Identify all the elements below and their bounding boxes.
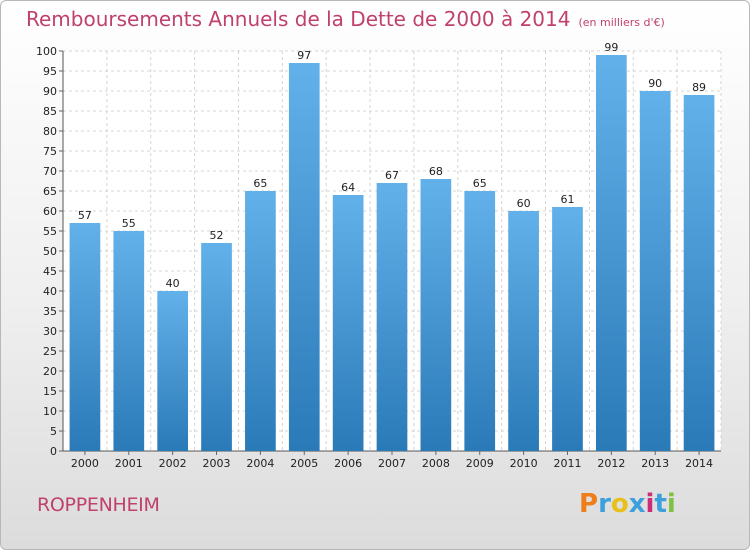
bar-2008 xyxy=(420,179,452,451)
data-label-2012: 99 xyxy=(604,41,618,54)
data-label-2001: 55 xyxy=(122,217,136,230)
x-tick-label-2008: 2008 xyxy=(422,457,450,470)
y-tick-label: 65 xyxy=(43,185,57,198)
x-tick-label-2000: 2000 xyxy=(71,457,99,470)
x-tick-label-2010: 2010 xyxy=(510,457,538,470)
bar-2000 xyxy=(69,223,101,451)
y-tick-label: 100 xyxy=(36,45,57,58)
data-label-2010: 60 xyxy=(517,197,531,210)
data-label-2008: 68 xyxy=(429,165,443,178)
logo-letter: x xyxy=(628,489,646,519)
chart-unit: (en milliers d'€) xyxy=(578,16,665,29)
y-tick-label: 70 xyxy=(43,165,57,178)
y-tick-label: 0 xyxy=(50,445,57,458)
y-tick-label: 5 xyxy=(50,425,57,438)
x-tick-label-2012: 2012 xyxy=(597,457,625,470)
bar-2003 xyxy=(201,243,232,451)
logo-letter: t xyxy=(654,489,667,519)
logo-letter: i xyxy=(645,489,655,519)
data-label-2005: 97 xyxy=(297,49,311,62)
y-tick-label: 90 xyxy=(43,85,57,98)
logo-letter: o xyxy=(610,489,629,519)
y-tick-label: 45 xyxy=(43,265,57,278)
bar-2010 xyxy=(508,211,539,451)
x-tick-label-2001: 2001 xyxy=(115,457,143,470)
data-label-2007: 67 xyxy=(385,169,399,182)
bar-2005 xyxy=(288,63,320,451)
data-label-2000: 57 xyxy=(78,209,92,222)
bar-2006 xyxy=(332,195,364,451)
y-tick-label: 60 xyxy=(43,205,57,218)
data-label-2003: 52 xyxy=(210,229,224,242)
y-tick-label: 25 xyxy=(43,345,57,358)
data-label-2009: 65 xyxy=(473,177,487,190)
data-label-2006: 64 xyxy=(341,181,355,194)
y-tick-label: 75 xyxy=(43,145,57,158)
x-tick-label-2009: 2009 xyxy=(466,457,494,470)
y-tick-label: 85 xyxy=(43,105,57,118)
y-tick-label: 40 xyxy=(43,285,57,298)
logo-letter: P xyxy=(579,489,599,519)
data-label-2013: 90 xyxy=(648,77,662,90)
y-tick-label: 35 xyxy=(43,305,57,318)
bar-2004 xyxy=(245,191,276,451)
x-tick-label-2003: 2003 xyxy=(203,457,231,470)
x-tick-label-2005: 2005 xyxy=(290,457,318,470)
x-tick-label-2007: 2007 xyxy=(378,457,406,470)
bar-2002 xyxy=(157,291,189,451)
x-tick-label-2006: 2006 xyxy=(334,457,362,470)
logo-letter: i xyxy=(666,489,676,519)
y-tick-label: 80 xyxy=(43,125,57,138)
bar-2014 xyxy=(683,95,715,451)
bar-2001 xyxy=(113,231,145,451)
logo-letter: r xyxy=(598,489,611,519)
x-tick-label-2004: 2004 xyxy=(246,457,274,470)
bar-2009 xyxy=(464,191,496,451)
y-tick-label: 15 xyxy=(43,385,57,398)
y-tick-label: 30 xyxy=(43,325,57,338)
y-tick-label: 10 xyxy=(43,405,57,418)
location-name: ROPPENHEIM xyxy=(37,494,160,516)
bar-2011 xyxy=(552,207,583,451)
x-tick-label-2011: 2011 xyxy=(553,457,581,470)
chart-title: Remboursements Annuels de la Dette de 20… xyxy=(26,7,571,31)
y-tick-label: 50 xyxy=(43,245,57,258)
bar-2013 xyxy=(639,91,671,451)
y-tick-label: 95 xyxy=(43,65,57,78)
data-label-2002: 40 xyxy=(166,277,180,290)
data-label-2011: 61 xyxy=(560,193,574,206)
data-label-2004: 65 xyxy=(253,177,267,190)
title-row: Remboursements Annuels de la Dette de 20… xyxy=(26,7,665,31)
x-tick-label-2013: 2013 xyxy=(641,457,669,470)
proxiti-logo: Proxiti xyxy=(579,489,676,519)
data-label-2014: 89 xyxy=(692,81,706,94)
x-tick-label-2014: 2014 xyxy=(685,457,713,470)
y-tick-label: 20 xyxy=(43,365,57,378)
bar-2012 xyxy=(595,55,627,451)
x-tick-label-2002: 2002 xyxy=(159,457,187,470)
bar-2007 xyxy=(376,183,408,451)
y-tick-label: 55 xyxy=(43,225,57,238)
